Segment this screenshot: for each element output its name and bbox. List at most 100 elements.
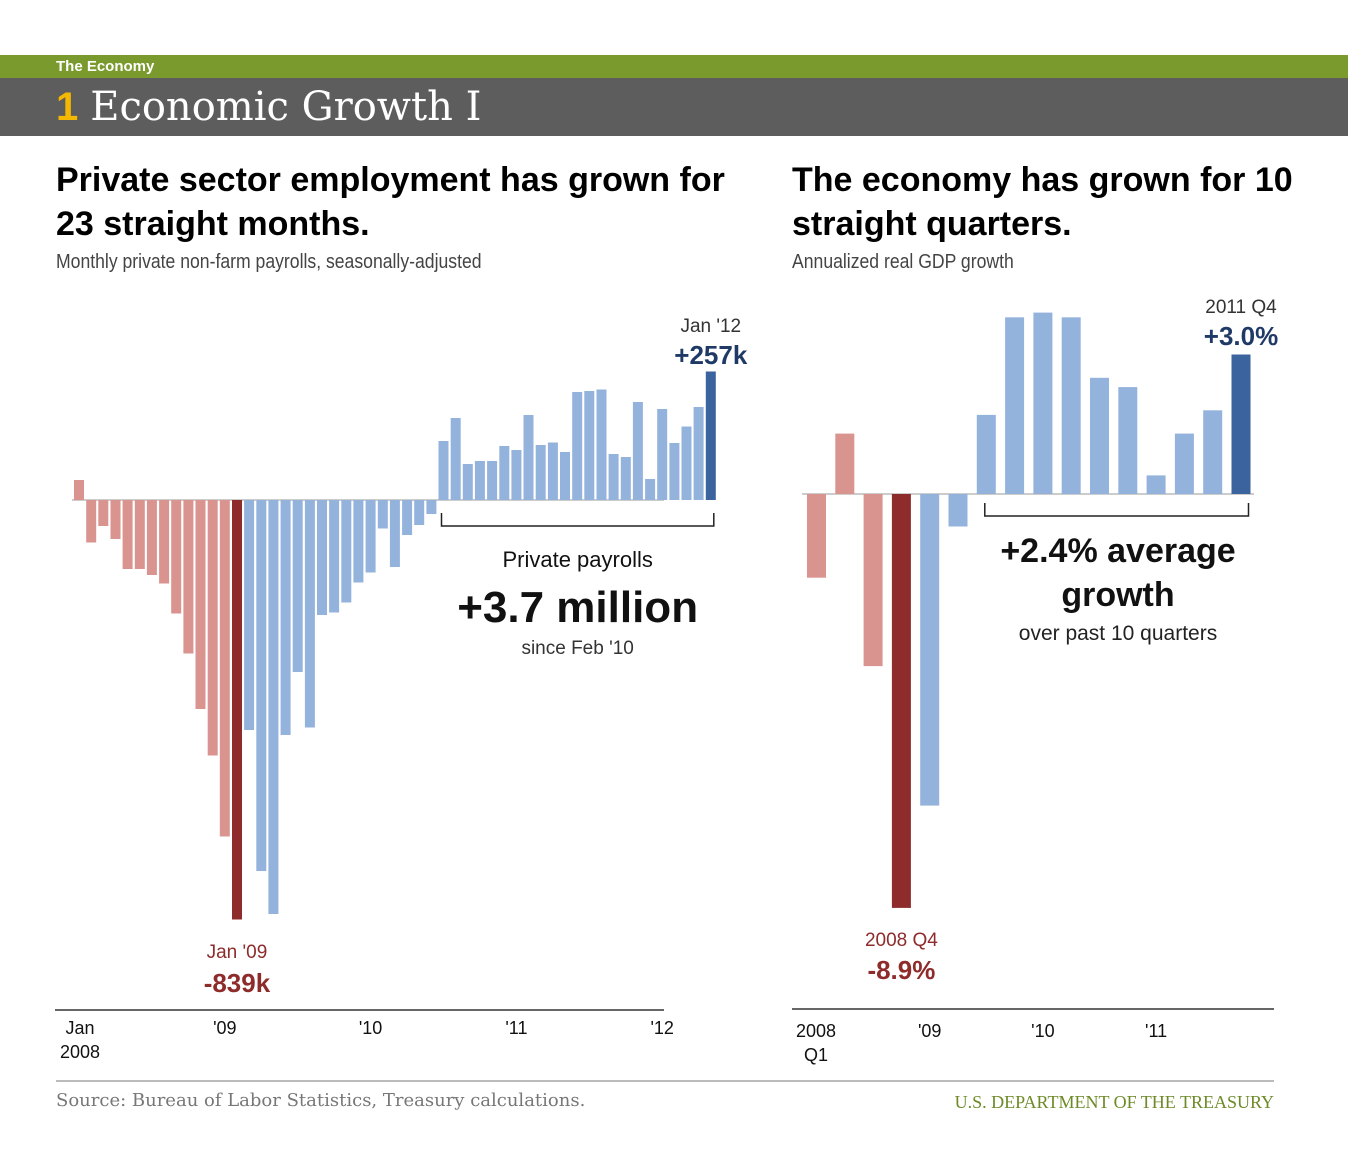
- x-tick-label: '11: [1145, 1021, 1167, 1041]
- right-chart-title: The economy has grown for 10 straight qu…: [792, 161, 1293, 243]
- payroll-bar: [560, 452, 570, 500]
- gdp-bar: [1174, 433, 1194, 495]
- growth-period-bracket: [440, 513, 715, 527]
- payroll-bar: [645, 479, 656, 500]
- annotation-value-line1: +2.4% average: [1000, 532, 1235, 570]
- gdp-bar: [1231, 354, 1251, 494]
- payroll-bar: [438, 441, 449, 500]
- payroll-bar: [171, 500, 182, 614]
- payroll-bar: [292, 500, 303, 672]
- low-point-date: Jan '09: [207, 942, 268, 963]
- gdp-bar: [835, 433, 855, 495]
- payroll-bar: [268, 500, 279, 914]
- gdp-bar: [1005, 317, 1025, 494]
- payroll-bar: [608, 454, 619, 500]
- annotation-note: since Feb '10: [521, 638, 633, 659]
- payroll-bar: [365, 500, 376, 573]
- payroll-bar: [183, 500, 194, 654]
- payroll-bar: [353, 500, 364, 583]
- x-tick-label: '11: [505, 1018, 527, 1038]
- payroll-bar: [317, 500, 327, 615]
- gdp-bar: [1203, 410, 1223, 494]
- payroll-bar: [74, 480, 84, 500]
- title-text: Economic Growth I: [90, 84, 482, 130]
- payroll-bar: [280, 500, 291, 735]
- payroll-bar: [681, 426, 692, 500]
- gdp-bar: [1033, 312, 1053, 494]
- gdp-chart: 2008 Q4 -8.9% 2011 Q4 +3.0% +2.4% average gro…: [792, 297, 1278, 1065]
- low-point-value: -8.9%: [867, 955, 935, 985]
- payroll-bar: [620, 457, 631, 500]
- gdp-bar: [1090, 377, 1109, 495]
- gdp-bar: [891, 494, 911, 908]
- footer-divider: [56, 1080, 1274, 1082]
- left-chart-subtitle: Monthly private non-farm payrolls, seaso…: [56, 251, 482, 273]
- payroll-bar: [86, 500, 97, 543]
- payroll-bar: [547, 442, 558, 500]
- x-tick-label: 2008 Q1: [796, 1021, 836, 1065]
- payroll-bar: [657, 409, 668, 500]
- x-tick-label: '09: [918, 1021, 941, 1041]
- payroll-bar: [159, 500, 170, 584]
- payroll-bar: [341, 500, 352, 603]
- high-point-date: Jan '12: [680, 316, 741, 337]
- payrolls-chart: Jan '09 -839k Jan '12 +257k Private payrolls…: [55, 316, 748, 1062]
- gdp-bar: [863, 494, 883, 667]
- x-tick-label: '09: [213, 1018, 236, 1038]
- header-green-band: [0, 55, 1348, 78]
- header-gray-band: [0, 78, 1348, 136]
- payroll-bar: [596, 389, 607, 500]
- source-note: Source: Bureau of Labor Statistics, Trea…: [56, 1090, 586, 1111]
- page-title: 1 Economic Growth I: [56, 82, 481, 132]
- payroll-bar: [402, 500, 413, 535]
- payroll-bar: [146, 500, 157, 575]
- x-tick-label: '12: [650, 1018, 673, 1038]
- annotation-label: Private payrolls: [502, 547, 652, 572]
- payroll-bar: [523, 415, 534, 500]
- right-chart-subtitle: Annualized real GDP growth: [792, 251, 1014, 273]
- left-chart-title: Private sector employment has grown for …: [56, 161, 725, 243]
- payroll-bar: [219, 500, 230, 837]
- payroll-bar: [256, 500, 267, 871]
- annotation-value-line2: growth: [1061, 576, 1174, 614]
- gdp-bar: [807, 494, 826, 578]
- payroll-bar: [572, 392, 583, 500]
- annotation-note: over past 10 quarters: [1019, 622, 1217, 645]
- section-label: The Economy: [56, 58, 155, 75]
- payroll-bar: [207, 500, 218, 756]
- payroll-bar: [535, 445, 546, 500]
- payroll-bar: [511, 450, 522, 500]
- payroll-bar: [304, 500, 315, 728]
- gdp-bar: [948, 494, 968, 527]
- payroll-bar: [110, 500, 121, 539]
- payroll-bar: [244, 500, 255, 730]
- high-point-value: +3.0%: [1204, 321, 1278, 351]
- payroll-bar: [195, 500, 206, 709]
- gdp-bar: [1118, 387, 1138, 494]
- x-tick-label: Jan 2008: [60, 1018, 100, 1062]
- payroll-bar: [414, 500, 425, 525]
- gdp-bar: [920, 494, 940, 806]
- gdp-bar: [1061, 317, 1081, 494]
- payroll-bar: [474, 461, 485, 500]
- low-point-value: -839k: [204, 968, 271, 998]
- growth-period-bracket: [984, 503, 1250, 517]
- payroll-bar: [426, 500, 437, 514]
- payroll-bar: [462, 464, 473, 500]
- title-number: 1: [56, 85, 79, 129]
- gdp-bar: [1146, 475, 1166, 494]
- payroll-bar: [232, 500, 242, 920]
- payroll-bar: [98, 500, 109, 526]
- payroll-bar: [669, 443, 680, 500]
- gdp-bar: [976, 414, 996, 494]
- payroll-bar: [450, 418, 461, 500]
- payroll-bar: [122, 500, 133, 569]
- annotation-value: +3.7 million: [457, 583, 698, 632]
- payroll-bar: [377, 500, 388, 529]
- payroll-bar: [389, 500, 400, 567]
- payroll-bar: [584, 391, 595, 500]
- payroll-bar: [329, 500, 340, 613]
- payroll-bar: [134, 500, 145, 569]
- high-point-date: 2011 Q4: [1205, 297, 1277, 318]
- payroll-bar: [487, 461, 498, 500]
